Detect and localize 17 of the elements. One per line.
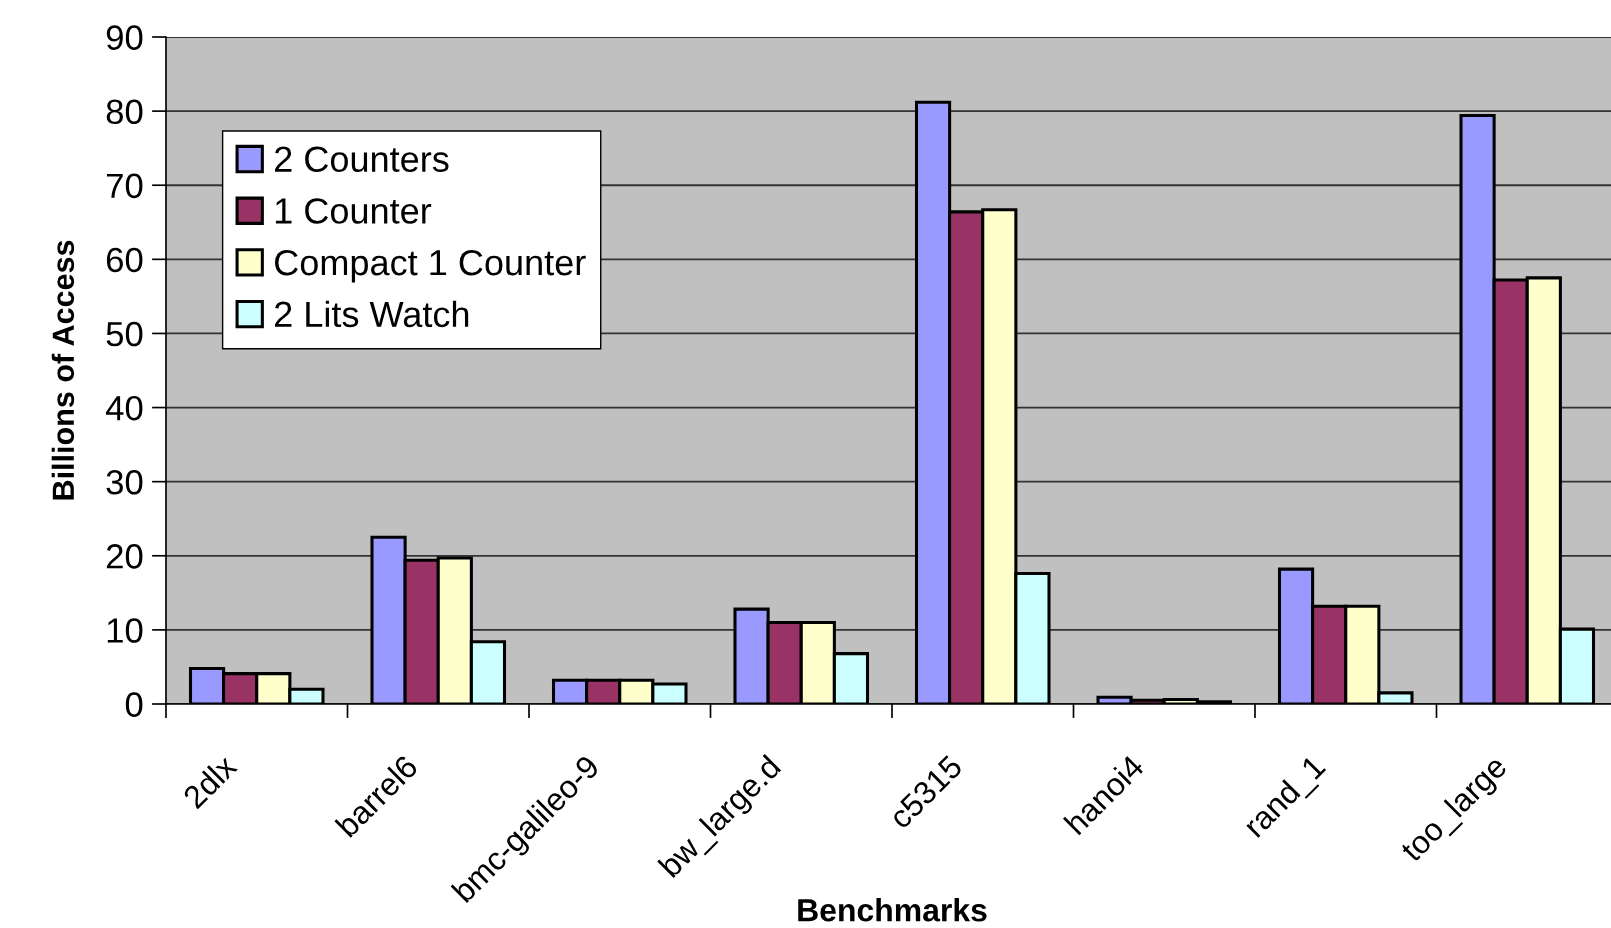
- legend-label: 2 Lits Watch: [275, 300, 469, 328]
- y-tick-label: 90: [106, 25, 143, 50]
- y-tick-label: 40: [105, 395, 143, 421]
- y-tick-label: 80: [106, 99, 143, 125]
- y-tick-label: 0: [125, 692, 143, 717]
- x-tick-label: 2dlx: [181, 752, 239, 810]
- legend-label: 1 Counter: [275, 198, 432, 224]
- legend-label: 2 Counters: [275, 146, 449, 173]
- y-tick-label: 20: [106, 544, 143, 569]
- y-axis-title: Billions of Access: [51, 240, 75, 500]
- legend-label: Compact 1 Counter: [275, 249, 586, 283]
- x-axis-title: Benchmarks: [798, 898, 987, 922]
- y-tick-label: 60: [106, 247, 143, 273]
- y-tick-label: 30: [106, 470, 143, 495]
- y-tick-label: 50: [106, 321, 143, 347]
- y-tick-label: 10: [107, 618, 143, 643]
- y-tick-label: 70: [106, 173, 143, 199]
